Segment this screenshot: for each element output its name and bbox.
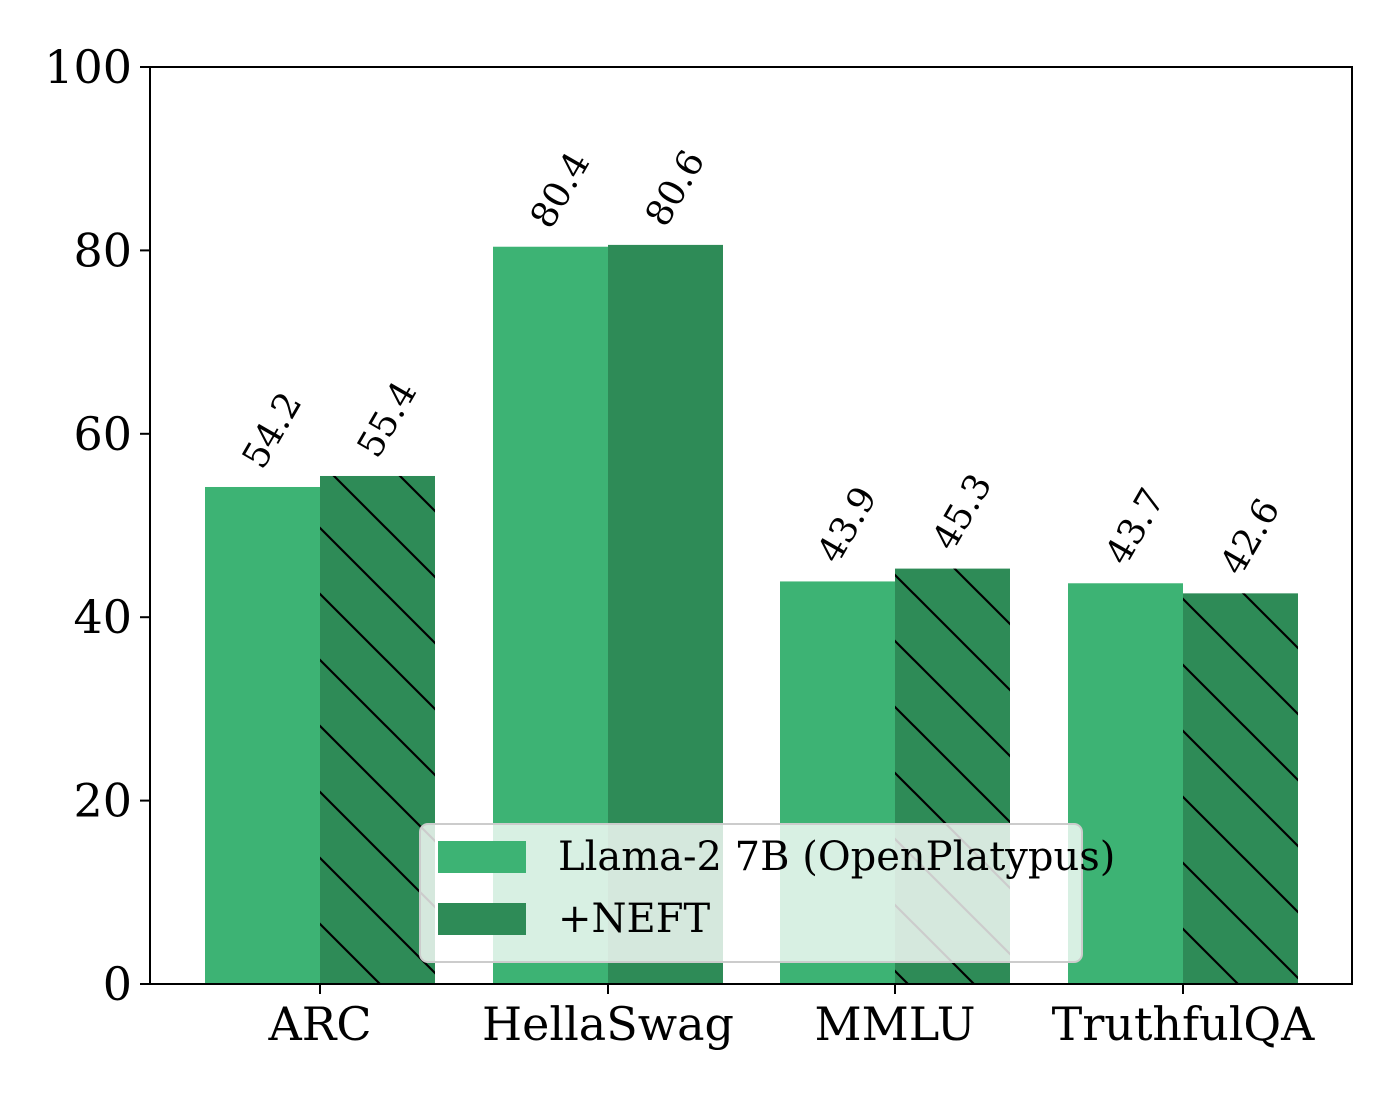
y-tick-label: 40 [73, 590, 132, 644]
legend-label-series-0: Llama-2 7B (OpenPlatypus) [558, 834, 1115, 880]
x-axis: ARC HellaSwag MMLU TruthfulQA [267, 984, 1315, 1051]
value-label: 45.3 [925, 467, 1001, 557]
y-tick-label: 80 [73, 223, 132, 277]
bar-hatch-truthfulqa-series-1 [1183, 593, 1298, 984]
y-tick-label: 100 [44, 40, 132, 94]
legend-swatch-series-0 [438, 841, 526, 873]
value-label: 80.4 [523, 145, 599, 235]
x-tick-label: TruthfulQA [1052, 997, 1315, 1051]
legend-swatch-series-1 [438, 903, 526, 935]
x-tick-label: ARC [267, 997, 371, 1051]
bar-truthfulqa-series-0 [1068, 583, 1183, 984]
legend-label-series-1: +NEFT [558, 896, 710, 942]
value-label: 42.6 [1213, 492, 1289, 582]
y-tick-label: 0 [103, 957, 132, 1011]
legend: Llama-2 7B (OpenPlatypus) +NEFT [419, 823, 1115, 963]
y-tick-label: 20 [73, 774, 132, 828]
x-tick-label: MMLU [815, 997, 976, 1051]
plot-frame [149, 66, 1353, 985]
legend-box [419, 823, 1083, 963]
y-tick-label: 60 [73, 407, 132, 461]
value-label: 54.2 [235, 386, 311, 476]
value-label: 55.4 [350, 375, 426, 465]
bar-arc-series-0 [205, 486, 320, 984]
y-axis: 0 20 40 60 80 100 [44, 40, 150, 1011]
value-label: 80.6 [638, 143, 714, 233]
value-label: 43.9 [810, 480, 886, 570]
bar-hatch-arc-series-1 [320, 475, 435, 984]
x-tick-label: HellaSwag [482, 997, 734, 1051]
value-label: 43.7 [1098, 482, 1174, 572]
